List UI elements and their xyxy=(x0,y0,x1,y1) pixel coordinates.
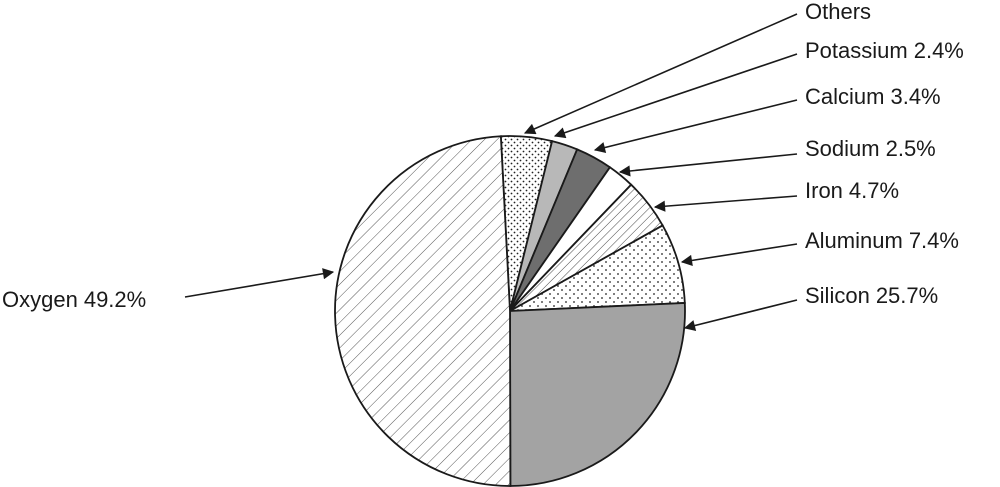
value-label: 25.7% xyxy=(876,283,938,308)
slice-label: Potassium 2.4% xyxy=(805,38,964,63)
slice-label: Calcium 3.4% xyxy=(805,84,941,109)
label-arrow xyxy=(653,195,798,212)
slice-label: Sodium 2.5% xyxy=(805,136,936,161)
category-label: Iron xyxy=(805,178,843,203)
pie-slice xyxy=(334,135,512,487)
label-arrow xyxy=(593,99,798,154)
value-label: 2.4% xyxy=(914,38,964,63)
label-arrow xyxy=(523,13,798,135)
category-label: Calcium xyxy=(805,84,884,109)
label-arrow xyxy=(618,153,798,177)
value-label: 7.4% xyxy=(909,228,959,253)
label-arrow xyxy=(184,268,335,298)
value-label: 4.7% xyxy=(849,178,899,203)
slice-label: Silicon 25.7% xyxy=(805,283,938,308)
slice-label: Aluminum 7.4% xyxy=(805,228,959,253)
label-arrow xyxy=(680,243,798,266)
slice-label: Oxygen 49.2% xyxy=(2,287,146,312)
category-label: Aluminum xyxy=(805,228,903,253)
value-label: 49.2% xyxy=(84,287,146,312)
category-label: Silicon xyxy=(805,283,870,308)
label-arrow xyxy=(553,53,798,139)
label-arrow xyxy=(683,299,798,331)
value-label: 2.5% xyxy=(886,136,936,161)
pie-slice xyxy=(509,301,686,487)
value-label: 3.4% xyxy=(890,84,940,109)
slice-label: Others xyxy=(805,0,871,24)
category-label: Potassium xyxy=(805,38,908,63)
slice-label: Iron 4.7% xyxy=(805,178,899,203)
category-label: Others xyxy=(805,0,871,24)
category-label: Oxygen xyxy=(2,287,78,312)
category-label: Sodium xyxy=(805,136,880,161)
